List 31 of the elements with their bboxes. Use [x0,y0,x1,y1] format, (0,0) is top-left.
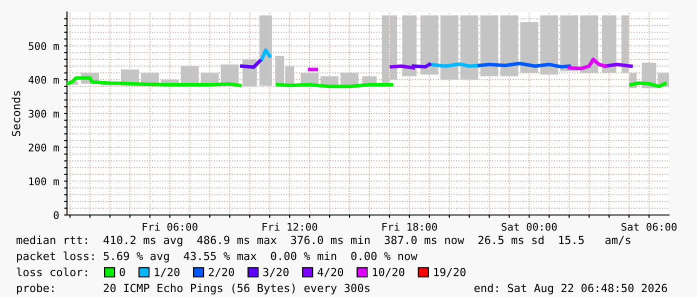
legend-label: 3/20 [263,268,289,278]
y-tick-label: 200 m [28,144,59,152]
x-tick-label: Fri 12:00 [262,222,318,231]
legend-label: 4/20 [318,268,344,278]
bar [580,15,598,73]
legend-label: 2/20 [208,268,234,278]
y-tick-label: 100 m [29,177,59,186]
text: median rtt: 410.2 ms avg 486.9 ms max 376.0 ms min 387.0 ms now 26.5 ms sd 15.5 am/s [16,236,630,246]
y-axis-title: Seconds [12,91,20,136]
x-tick-label: Fri 18:00 [382,222,437,231]
x-tick-label: Fri 06:00 [142,222,198,231]
x-tick-label: Sat 00:00 [502,222,557,231]
bar [420,15,438,75]
y-tick-label: 400 m [28,76,59,84]
x-tick-label: Sat 06:00 [622,222,677,231]
legend-label: 19/20 [434,268,466,278]
text: end: Sat Aug 22 06:48:50 2026 [474,284,668,294]
bar [560,15,578,72]
y-tick-label: 500 m [28,42,59,50]
legend-label: 1/20 [154,268,180,278]
bar [540,15,558,75]
bar [480,15,498,76]
text: packet loss: 5.69 % avg 43.55 % max 0.00 % min 0.00 % now [17,252,418,262]
y-tick-label: 0 [54,211,59,220]
bar [440,15,458,80]
legend-title: loss color: [16,268,87,276]
legend-label: 10/20 [372,268,404,278]
y-tick-label: 300 m [28,110,59,118]
legend-label: 0 [120,268,125,276]
bar [460,15,478,80]
text: probe: 20 ICMP Echo Pings (56 Bytes) every 300s [17,284,370,294]
